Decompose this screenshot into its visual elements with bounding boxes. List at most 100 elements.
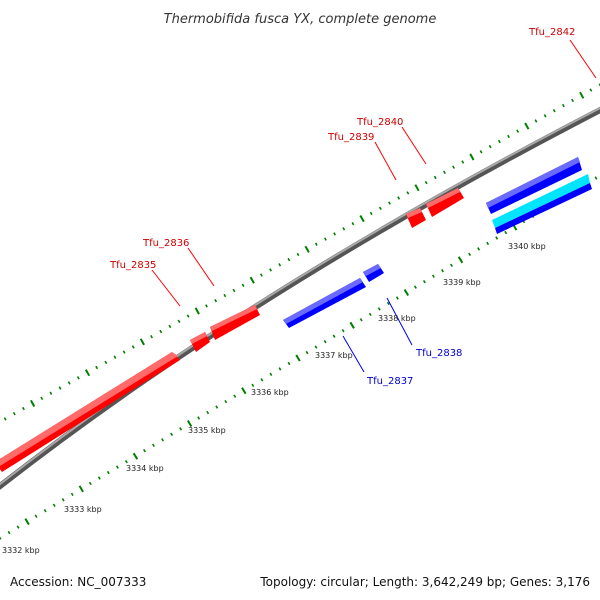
minor-tick bbox=[3, 417, 7, 421]
minor-tick bbox=[589, 88, 593, 92]
minor-tick bbox=[49, 391, 53, 395]
major-tick bbox=[304, 245, 310, 253]
gene-label-tfu-2842[interactable]: Tfu_2842 bbox=[528, 27, 575, 38]
minor-tick bbox=[432, 274, 435, 278]
minor-tick bbox=[377, 307, 381, 311]
minor-tick bbox=[115, 465, 119, 469]
forward-strand-genes bbox=[0, 188, 464, 472]
minor-tick bbox=[314, 242, 318, 246]
gene-label-tfu-2837[interactable]: Tfu_2837 bbox=[366, 376, 413, 387]
minor-tick bbox=[224, 399, 228, 404]
minor-tick bbox=[88, 481, 92, 486]
gene-block-tfu-2840[interactable] bbox=[426, 188, 464, 217]
gene-label-tfu-2839[interactable]: Tfu_2839 bbox=[327, 132, 374, 143]
gene-label-tfu-2840[interactable]: Tfu_2840 bbox=[356, 117, 403, 128]
minor-tick bbox=[223, 293, 227, 298]
minor-tick bbox=[461, 160, 465, 164]
major-tick bbox=[241, 387, 247, 395]
minor-tick bbox=[40, 396, 44, 400]
gene-block-tfu-2836b[interactable] bbox=[210, 305, 260, 340]
minor-tick bbox=[433, 175, 437, 180]
gene-label-tfu-2836[interactable]: Tfu_2836 bbox=[142, 238, 189, 249]
minor-tick bbox=[124, 459, 128, 464]
accession-text: Accession: NC_007333 bbox=[10, 575, 146, 589]
major-tick bbox=[403, 288, 410, 297]
major-tick bbox=[457, 256, 464, 264]
scale-label-3338: 3338 kbp bbox=[378, 314, 416, 323]
scale-label-3337: 3337 kbp bbox=[315, 351, 353, 360]
minor-tick bbox=[495, 236, 499, 240]
scale-label-3332: 3332 kbp bbox=[2, 546, 40, 555]
minor-tick bbox=[206, 410, 210, 415]
minor-tick bbox=[269, 372, 273, 377]
minor-tick bbox=[197, 416, 201, 420]
scale-label-3336: 3336 kbp bbox=[251, 388, 289, 397]
minor-tick bbox=[450, 263, 453, 268]
minor-tick bbox=[516, 129, 520, 133]
minor-tick bbox=[186, 314, 190, 318]
minor-tick bbox=[333, 232, 337, 236]
minor-tick bbox=[22, 406, 25, 411]
minor-tick bbox=[561, 103, 565, 108]
outer-tick-ring bbox=[3, 83, 600, 421]
minor-tick bbox=[278, 367, 282, 371]
scale-label-3334: 3334 kbp bbox=[126, 464, 164, 473]
minor-tick bbox=[97, 476, 101, 480]
minor-tick bbox=[205, 304, 208, 308]
major-tick bbox=[132, 452, 139, 460]
minor-tick bbox=[241, 283, 245, 287]
minor-tick bbox=[342, 227, 346, 231]
minor-tick bbox=[152, 443, 155, 448]
minor-tick bbox=[594, 176, 598, 180]
minor-tick bbox=[61, 498, 65, 502]
minor-tick bbox=[58, 386, 62, 390]
major-tick bbox=[249, 276, 255, 284]
minor-tick bbox=[314, 345, 318, 349]
minor-tick bbox=[406, 191, 410, 195]
minor-tick bbox=[179, 427, 183, 431]
minor-tick bbox=[341, 329, 345, 333]
gene-label-tfu-2835[interactable]: Tfu_2835 bbox=[109, 260, 156, 271]
major-tick bbox=[414, 184, 420, 192]
minor-tick bbox=[388, 201, 391, 205]
minor-tick bbox=[413, 285, 417, 289]
minor-tick bbox=[76, 376, 80, 380]
minor-tick bbox=[269, 268, 272, 272]
minor-tick bbox=[106, 470, 110, 475]
minor-tick bbox=[131, 345, 135, 349]
cyan-feature-block[interactable] bbox=[492, 174, 590, 228]
minor-tick bbox=[386, 301, 390, 306]
minor-tick bbox=[104, 360, 108, 365]
minor-tick bbox=[507, 134, 510, 139]
major-tick bbox=[349, 321, 355, 329]
scale-label-3340: 3340 kbp bbox=[508, 242, 546, 251]
minor-tick bbox=[143, 448, 146, 453]
minor-tick bbox=[0, 536, 2, 540]
minor-tick bbox=[369, 211, 373, 216]
minor-tick bbox=[278, 263, 282, 267]
reverse-gene-lower-stripe[interactable] bbox=[495, 183, 592, 234]
major-tick bbox=[579, 91, 585, 99]
minor-tick bbox=[296, 252, 300, 257]
minor-tick bbox=[378, 206, 382, 210]
minor-tick bbox=[504, 230, 508, 235]
minor-tick bbox=[287, 361, 291, 366]
gene-label-tfu-2838[interactable]: Tfu_2838 bbox=[415, 348, 462, 359]
major-tick bbox=[186, 419, 193, 428]
minor-tick bbox=[43, 509, 47, 513]
minor-tick bbox=[323, 339, 327, 344]
label-leaders bbox=[151, 39, 597, 373]
minor-tick bbox=[351, 222, 355, 226]
major-tick bbox=[139, 338, 145, 346]
minor-tick bbox=[251, 383, 255, 387]
minor-tick bbox=[7, 530, 11, 535]
scale-label-3333: 3333 kbp bbox=[64, 505, 102, 514]
minor-tick bbox=[359, 318, 363, 322]
minor-tick bbox=[305, 350, 309, 355]
minor-tick bbox=[95, 365, 99, 370]
minor-tick bbox=[479, 150, 483, 154]
minor-tick bbox=[395, 296, 399, 300]
minor-tick bbox=[287, 257, 291, 262]
minor-tick bbox=[34, 514, 38, 518]
